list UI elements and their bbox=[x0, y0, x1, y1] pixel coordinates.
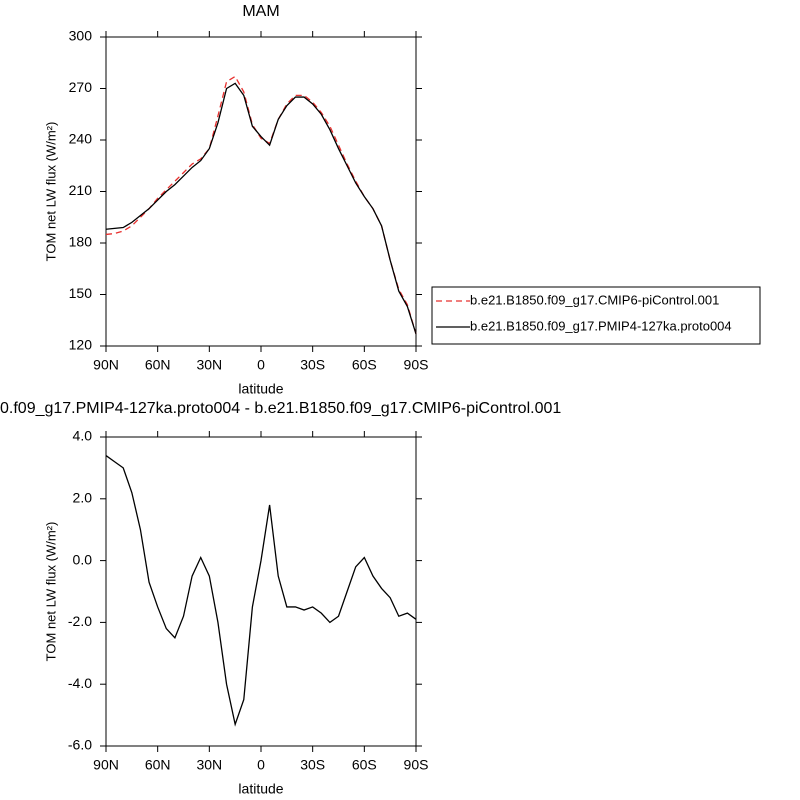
x-axis-label: latitude bbox=[238, 381, 283, 397]
y-tick-label: 4.0 bbox=[73, 428, 93, 444]
data-line bbox=[105, 75, 417, 335]
x-tick-label: 90N bbox=[93, 357, 119, 373]
x-axis-label: latitude bbox=[238, 781, 283, 797]
y-tick-label: -2.0 bbox=[68, 613, 92, 629]
x-tick-label: 30N bbox=[196, 357, 222, 373]
y-tick-label: 2.0 bbox=[73, 490, 93, 506]
y-tick-label: -6.0 bbox=[68, 737, 92, 753]
legend-label: b.e21.B1850.f09_g17.PMIP4-127ka.proto004 bbox=[470, 318, 732, 333]
data-line bbox=[105, 82, 417, 335]
legend-label: b.e21.B1850.f09_g17.CMIP6-piControl.001 bbox=[470, 292, 719, 307]
y-axis-label: TOM net LW flux (W/m²) bbox=[43, 122, 58, 262]
x-tick-label: 60S bbox=[352, 357, 377, 373]
x-tick-label: 60N bbox=[145, 357, 171, 373]
y-tick-label: -4.0 bbox=[68, 675, 92, 691]
y-tick-label: 270 bbox=[69, 79, 93, 95]
y-tick-label: 240 bbox=[69, 131, 93, 147]
plot-frame bbox=[105, 36, 417, 347]
y-tick-label: 210 bbox=[69, 182, 93, 198]
x-tick-label: 60N bbox=[145, 757, 171, 773]
y-tick-label: 150 bbox=[69, 285, 93, 301]
x-tick-label: 30N bbox=[196, 757, 222, 773]
x-tick-label: 0 bbox=[257, 757, 265, 773]
y-axis-label: TOM net LW flux (W/m²) bbox=[43, 522, 58, 662]
y-tick-label: 0.0 bbox=[73, 551, 93, 567]
x-tick-label: 90N bbox=[93, 757, 119, 773]
legend-box bbox=[431, 286, 761, 345]
y-tick-label: 120 bbox=[69, 337, 93, 353]
x-tick-label: 90S bbox=[404, 757, 429, 773]
x-tick-label: 90S bbox=[404, 357, 429, 373]
chart-title: MAM bbox=[242, 3, 279, 20]
x-tick-label: 60S bbox=[352, 757, 377, 773]
x-tick-label: 0 bbox=[257, 357, 265, 373]
data-line bbox=[105, 455, 417, 727]
x-tick-label: 30S bbox=[300, 357, 325, 373]
chart-title: 0.f09_g17.PMIP4-127ka.proto004 - b.e21.B… bbox=[0, 400, 561, 417]
y-tick-label: 300 bbox=[69, 28, 93, 44]
y-tick-label: 180 bbox=[69, 234, 93, 250]
x-tick-label: 30S bbox=[300, 757, 325, 773]
